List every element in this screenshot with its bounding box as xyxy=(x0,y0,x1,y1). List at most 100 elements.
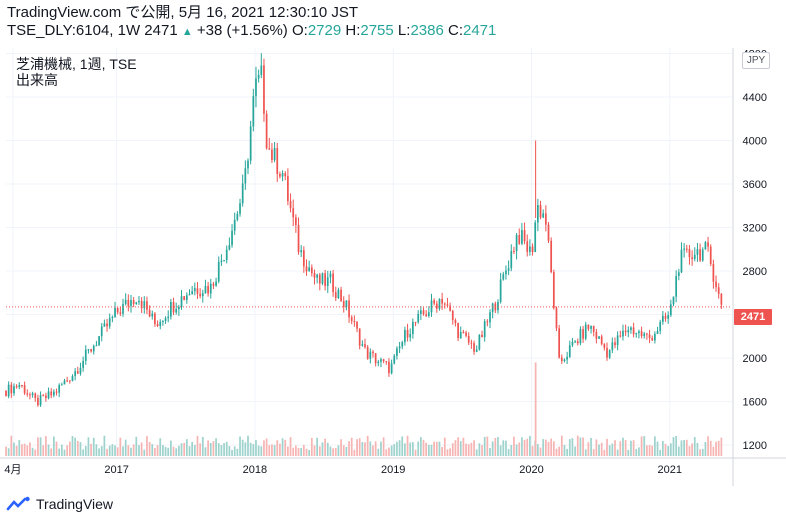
volume-bar xyxy=(406,435,409,456)
candle-body xyxy=(58,384,61,393)
volume-bar xyxy=(502,440,505,456)
volume-bar xyxy=(398,440,401,456)
volume-bar xyxy=(175,448,178,456)
candle-body xyxy=(241,183,244,204)
candle-body xyxy=(372,351,374,354)
candle-body xyxy=(701,249,704,261)
volume-bar xyxy=(76,441,79,456)
candle-body xyxy=(10,384,13,394)
volume-bar xyxy=(606,438,608,456)
volume-bar xyxy=(172,446,175,456)
candle-body xyxy=(114,307,116,317)
candle-body xyxy=(608,350,611,358)
candle-body xyxy=(329,273,332,278)
volume-bar xyxy=(156,445,159,456)
candle-body xyxy=(523,230,526,242)
volume-bar xyxy=(193,444,196,456)
volume-bar xyxy=(284,439,287,456)
candle-body xyxy=(279,174,281,177)
volume-bar xyxy=(350,437,353,456)
volume-bar xyxy=(287,446,289,456)
volume-bar xyxy=(404,443,406,456)
volume-bar xyxy=(683,439,685,456)
volume-bar xyxy=(720,437,723,456)
volume-bar xyxy=(523,439,526,456)
candle-body xyxy=(260,65,263,75)
volume-bar xyxy=(223,443,225,456)
volume-bar xyxy=(693,437,696,456)
candle-body xyxy=(71,375,74,382)
volume-bar xyxy=(297,447,300,456)
volume-bar xyxy=(71,435,74,456)
footer: TradingView xyxy=(6,493,113,515)
volume-indicator-label[interactable]: 出来高 xyxy=(16,72,58,88)
candle-body xyxy=(228,245,231,250)
volume-bar xyxy=(643,436,646,456)
candle-body xyxy=(699,249,701,261)
volume-bar xyxy=(122,446,124,456)
volume-bar xyxy=(651,445,654,456)
volume-bar xyxy=(132,444,135,456)
candle-body xyxy=(130,300,132,307)
candle-body xyxy=(63,380,66,385)
volume-bar xyxy=(207,440,209,456)
volume-bar xyxy=(680,440,683,456)
volume-bar xyxy=(252,444,255,456)
candle-body xyxy=(672,296,675,305)
candle-body xyxy=(709,246,712,265)
price-chart[interactable]: 1200160020002400280032003600400044004800… xyxy=(0,48,786,486)
candle-body xyxy=(412,321,414,334)
candle-body xyxy=(135,302,138,305)
volume-bar xyxy=(470,442,473,456)
candle-body xyxy=(108,318,111,327)
candle-body xyxy=(720,293,723,305)
candle-body xyxy=(603,344,606,348)
chart-area[interactable]: 1200160020002400280032003600400044004800… xyxy=(0,48,786,486)
volume-bar xyxy=(497,437,499,456)
volume-bar xyxy=(648,445,651,456)
candle-body xyxy=(281,173,284,177)
candle-body xyxy=(582,329,584,339)
candle-body xyxy=(555,307,558,329)
candle-body xyxy=(478,334,481,350)
volume-bar xyxy=(709,440,712,456)
volume-bar xyxy=(640,436,643,456)
candle-body xyxy=(358,328,361,346)
volume-bar xyxy=(68,441,71,456)
candle-body xyxy=(502,274,505,280)
volume-bar xyxy=(433,441,436,456)
price-change: +38 (+1.56%) xyxy=(196,22,288,39)
volume-bar xyxy=(127,445,130,456)
candle-body xyxy=(21,384,23,386)
candle-body xyxy=(422,310,425,315)
volume-bar xyxy=(603,449,606,456)
tradingview-brand[interactable]: TradingView xyxy=(36,496,114,512)
candle-body xyxy=(544,213,547,225)
candle-body xyxy=(23,385,26,394)
candle-body xyxy=(654,333,656,341)
currency-badge[interactable]: JPY xyxy=(742,52,770,69)
volume-bar xyxy=(518,442,521,456)
volume-bar xyxy=(159,438,162,456)
candle-body xyxy=(696,249,699,255)
volume-bar xyxy=(499,445,502,456)
volume-bar xyxy=(624,439,627,456)
volume-bar xyxy=(454,440,457,456)
candle-body xyxy=(209,283,212,294)
candle-body xyxy=(462,332,465,334)
volume-bar xyxy=(462,437,465,456)
volume-bar xyxy=(513,436,515,456)
volume-bar xyxy=(555,448,558,456)
volume-bar xyxy=(552,441,555,456)
candle-body xyxy=(300,250,303,253)
candle-body xyxy=(15,386,18,388)
candle-body xyxy=(201,293,204,297)
volume-bar xyxy=(699,449,701,456)
volume-bar xyxy=(374,441,377,456)
candle-body xyxy=(592,325,595,332)
candle-body xyxy=(595,331,598,339)
volume-bar xyxy=(15,445,18,456)
candle-body xyxy=(342,301,345,307)
candle-body xyxy=(366,347,369,359)
candle-body xyxy=(483,321,486,338)
